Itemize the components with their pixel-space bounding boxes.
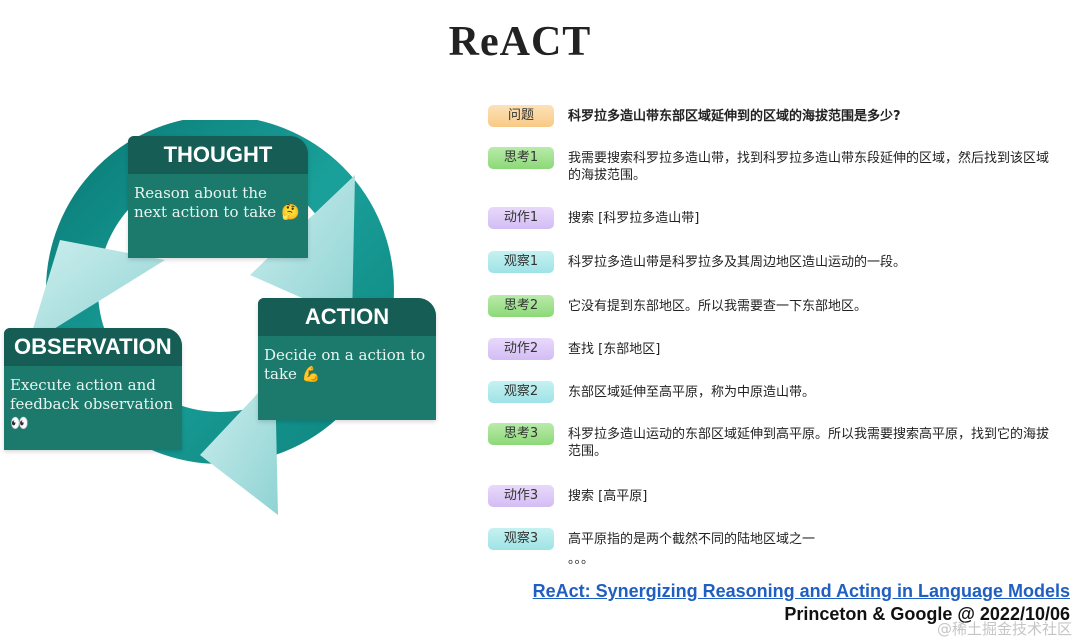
step-text: 高平原指的是两个截然不同的陆地区域之一 [568,532,816,547]
step-text: 搜索 [高平原] [568,489,648,504]
step-tag: 动作1 [488,207,554,229]
step-tag: 动作3 [488,485,554,507]
step-text: 我需要搜索科罗拉多造山带，找到科罗拉多造山带东段延伸的区域，然后找到该区域的海拔… [568,151,1050,183]
watermark: @稀土掘金技术社区 [936,620,1072,638]
thought-heading: THOUGHT [128,136,308,174]
credit-line: Princeton & Google @ 2022/10/06 [784,604,1070,624]
observation-description: Execute action and feedback observation … [4,366,182,443]
observation-card: OBSERVATION Execute action and feedback … [4,328,182,450]
action-heading: ACTION [258,298,436,336]
page-title: ReACT [448,19,592,65]
action-description: Decide on a action to take 💪 [258,336,436,394]
flexed-biceps-icon: 💪 [301,365,321,383]
step-text: 搜索 [科罗拉多造山带] [568,211,700,226]
step-text: 查找 [东部地区] [568,342,661,357]
step-text: 它没有提到东部地区。所以我需要查一下东部地区。 [568,299,868,314]
step-text: 科罗拉多造山带是科罗拉多及其周边地区造山运动的一段。 [568,255,907,270]
step-tag: 观察3 [488,528,554,550]
step-tag: 思考3 [488,423,554,445]
observation-text: Execute action and feedback observation [10,376,174,413]
thought-description: Reason about the next action to take 🤔 [128,174,308,232]
step-tag: 思考1 [488,147,554,169]
thinking-face-icon: 🤔 [280,203,300,221]
step-text: 科罗拉多造山带东部区域延伸到的区域的海拔范围是多少? [568,109,901,124]
step-tag: 动作2 [488,338,554,360]
eyes-icon: 👀 [10,414,29,432]
action-card: ACTION Decide on a action to take 💪 [258,298,436,420]
step-text: 东部区域延伸至高平原，称为中原造山带。 [568,385,816,400]
thought-text: Reason about the next action to take [134,184,277,221]
step-tag: 问题 [488,105,554,127]
paper-link[interactable]: ReAct: Synergizing Reasoning and Acting … [532,581,1070,601]
step-tag: 观察1 [488,251,554,273]
step-text: 科罗拉多造山运动的东部区域延伸到高平原。所以我需要搜索高平原，找到它的海拔范围。 [568,427,1050,459]
ellipsis-text: 。。。 [568,552,595,567]
step-tag: 思考2 [488,295,554,317]
step-tag: 观察2 [488,381,554,403]
action-text: Decide on a action to take [264,346,426,383]
thought-card: THOUGHT Reason about the next action to … [128,136,308,258]
arrow-to-thought [28,240,165,345]
observation-heading: OBSERVATION [4,328,182,366]
